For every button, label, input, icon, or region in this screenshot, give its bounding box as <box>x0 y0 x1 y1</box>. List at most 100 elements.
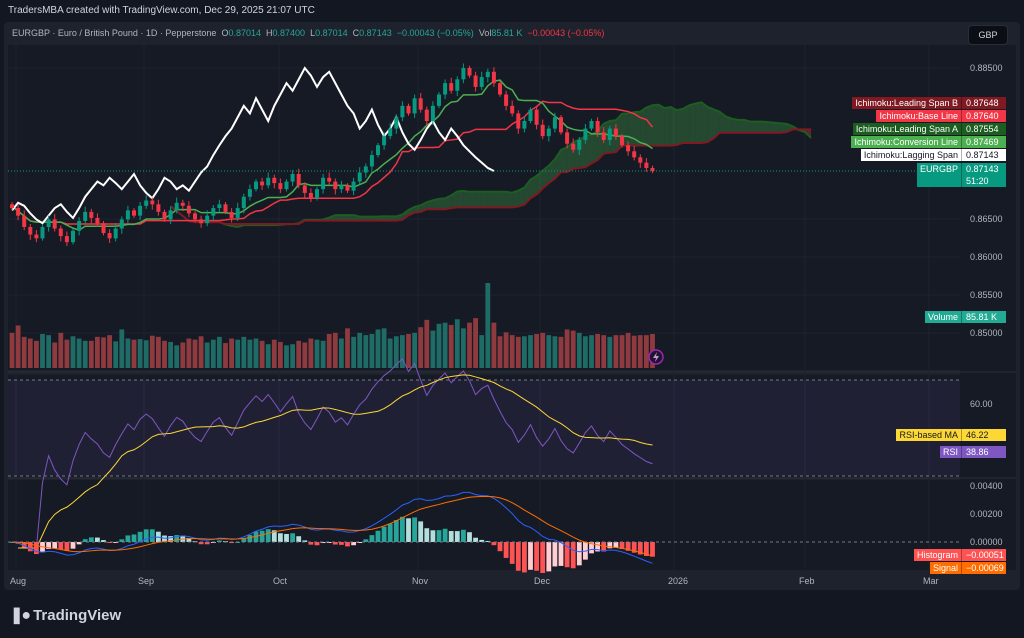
macd-histogram-bar <box>436 530 442 542</box>
volume-bar <box>637 335 643 368</box>
candle-body <box>52 219 57 229</box>
macd-histogram-bar <box>290 533 295 542</box>
candle-body <box>504 94 509 106</box>
candle-body <box>644 162 649 168</box>
candle-body <box>211 208 216 216</box>
macd-histogram-bar <box>589 542 594 554</box>
candle-body <box>272 177 277 184</box>
volume-bar <box>619 335 625 368</box>
macd-histogram-bar <box>503 542 509 558</box>
macd-histogram-bar <box>522 542 527 573</box>
currency-button[interactable]: GBP <box>968 25 1008 45</box>
ichimoku-cloud-segment <box>536 170 543 195</box>
volume-bar <box>387 338 393 368</box>
candle-body <box>650 167 655 171</box>
candle-body <box>595 121 600 133</box>
volume-bar <box>595 334 600 368</box>
macd-histogram-bar <box>351 542 356 546</box>
macd-pane <box>8 480 960 570</box>
macd-histogram-bar <box>491 542 497 546</box>
ichimoku-cloud-segment <box>628 112 635 146</box>
volume-bar <box>119 329 125 368</box>
volume-bar <box>576 332 582 368</box>
candle-body <box>430 105 435 122</box>
candle-body <box>357 172 362 182</box>
candle-body <box>467 68 472 76</box>
symbol-title[interactable]: EURGBP · Euro / British Pound · 1D · Pep… <box>12 28 217 38</box>
volume-bar <box>607 336 613 368</box>
price-label-value: 0.87143 <box>961 149 1006 161</box>
candle-body <box>449 83 454 91</box>
ichimoku-cloud-segment <box>493 191 500 208</box>
volume-bar <box>125 338 131 368</box>
price-label: Ichimoku:Base Line 0.87640 <box>876 110 1006 122</box>
macd-histogram-bar <box>46 542 51 549</box>
volume-bar <box>21 336 27 368</box>
volume-bar <box>64 339 70 368</box>
ichimoku-cloud-segment <box>469 191 476 208</box>
volume-bar <box>400 335 405 368</box>
macd-histogram-bar <box>131 534 137 542</box>
macd-histogram-bar <box>217 540 222 542</box>
candle-body <box>321 177 326 190</box>
candle-body <box>95 217 100 224</box>
candle-body <box>638 157 643 163</box>
price-label-value: 0.87554 <box>961 123 1006 135</box>
volume-bar <box>143 340 149 368</box>
price-label: Signal −0.00069 <box>929 562 1006 574</box>
candle-body <box>528 109 533 122</box>
candle-body <box>199 219 204 224</box>
volume-bar <box>418 327 424 368</box>
ichimoku-cloud-segment <box>652 104 659 146</box>
candle-body <box>339 185 344 190</box>
low-label: L <box>310 28 316 38</box>
macd-histogram-bar <box>119 539 125 542</box>
candle-body <box>138 205 143 216</box>
volume-bar <box>192 339 198 368</box>
macd-histogram-bar <box>637 542 643 555</box>
candle-body <box>101 223 106 234</box>
volume-bar <box>156 336 161 368</box>
volume-bar <box>174 345 180 368</box>
ichimoku-cloud-segment <box>402 209 409 220</box>
macd-histogram-bar <box>528 542 533 570</box>
candle-body <box>132 210 136 216</box>
candle-body <box>376 145 380 156</box>
volume-bar <box>393 336 399 368</box>
macd-histogram-bar <box>601 542 607 552</box>
candle-body <box>546 128 551 137</box>
candle-body <box>382 136 387 146</box>
ichimoku-cloud-segment <box>609 120 616 153</box>
macd-histogram-bar <box>607 542 613 549</box>
volume-bar <box>351 336 356 368</box>
candle-body <box>498 83 502 95</box>
volume-bar <box>9 332 15 368</box>
candle-body <box>345 185 350 191</box>
volume-bar <box>131 339 137 368</box>
price-label-value: −0.00069 <box>961 562 1006 574</box>
tv-logo-icon: ❚● <box>10 607 31 624</box>
ichimoku-cloud-segment <box>463 190 470 208</box>
candle-body <box>150 200 155 205</box>
tradingview-logo[interactable]: ❚● TradingView <box>10 605 121 625</box>
macd-histogram-bar <box>204 542 210 545</box>
macd-histogram-bar <box>345 542 350 547</box>
candle-body <box>193 213 197 220</box>
volume-bar <box>101 337 106 368</box>
time-tick: Dec <box>534 576 551 586</box>
macd-histogram-bar <box>497 542 503 552</box>
candle-body <box>107 233 112 239</box>
candle-body <box>89 211 94 218</box>
ichimoku-cloud-segment <box>335 215 342 221</box>
macd-histogram-bar <box>284 533 289 542</box>
candle-body <box>125 210 130 220</box>
macd-histogram-bar <box>479 539 485 542</box>
candle-body <box>424 109 429 122</box>
volume-bar <box>412 332 417 368</box>
macd-histogram-bar <box>271 530 277 542</box>
price-label-name: Ichimoku:Conversion Line <box>851 136 961 148</box>
price-label: Ichimoku:Leading Span A 0.87554 <box>852 123 1006 135</box>
rsi-tick: 60.00 <box>970 399 993 409</box>
change-value: −0.00043 (−0.05%) <box>396 28 474 38</box>
